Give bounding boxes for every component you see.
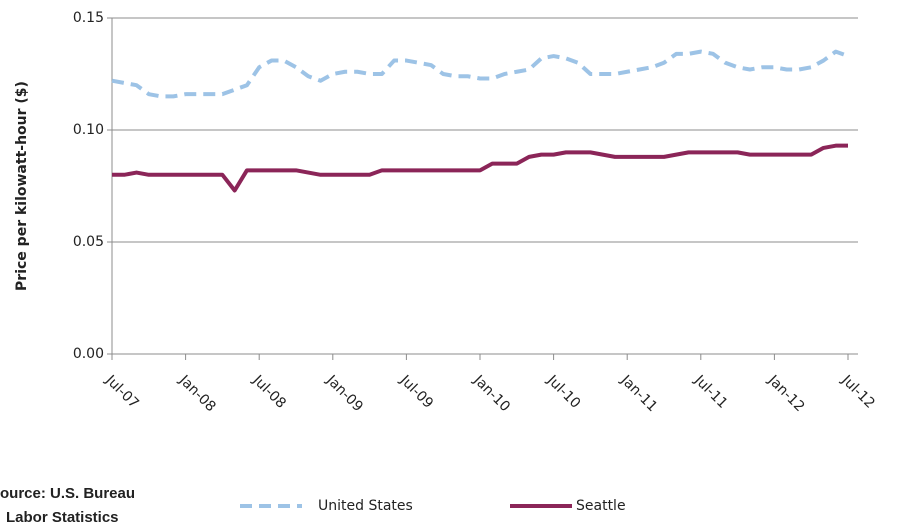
x-tick-label: Jan-08: [175, 372, 218, 415]
y-tick-label: 0.05: [73, 234, 104, 250]
x-tick-label: Jan-10: [470, 372, 513, 415]
source-line: ource: U.S. Bureau: [0, 485, 135, 502]
x-tick-label: Jul-11: [690, 372, 730, 412]
y-axis-label: Price per kilowatt-hour ($): [14, 81, 30, 291]
y-tick-label: 0.10: [73, 122, 104, 138]
series-line: [111, 49, 849, 99]
x-tick-label: Jul-10: [543, 372, 583, 412]
x-tick-label: Jan-09: [322, 372, 365, 415]
series-line: [112, 143, 848, 193]
y-tick-label: 0.00: [73, 346, 104, 362]
x-tick-label: Jan-11: [617, 372, 660, 415]
x-tick-label: Jul-09: [396, 372, 436, 412]
legend-label: United States: [318, 498, 413, 514]
x-tick-label: Jan-12: [764, 372, 807, 415]
x-tick-label: Jul-08: [249, 372, 289, 412]
legend-label: Seattle: [576, 498, 626, 514]
x-tick-label: Jul-12: [838, 372, 878, 412]
source-line: Labor Statistics: [6, 509, 119, 526]
x-tick-label: Jul-07: [102, 372, 142, 412]
y-tick-label: 0.15: [73, 10, 104, 26]
